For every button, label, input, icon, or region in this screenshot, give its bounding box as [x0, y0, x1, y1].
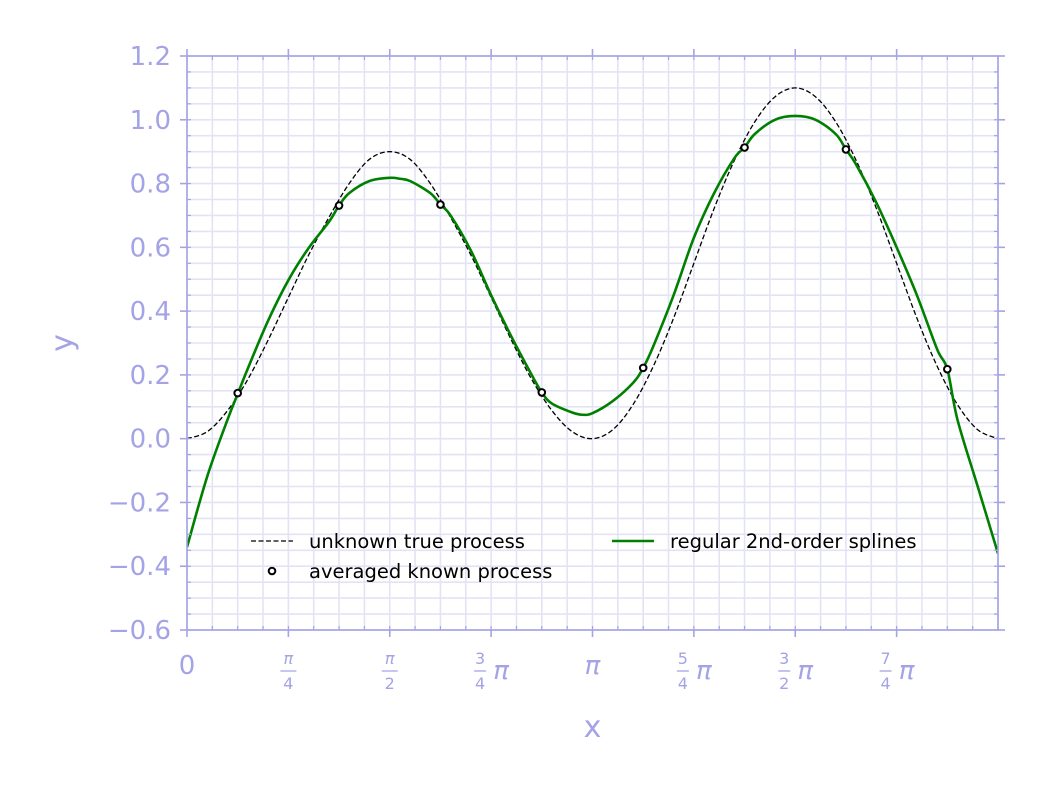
axis-labels: −0.6−0.4−0.20.00.20.40.60.81.01.20 π4π234…: [45, 42, 915, 745]
data-point-averaged-known-process: [334, 201, 344, 210]
x-tick-text: π: [585, 651, 601, 681]
x-tick-label: 0: [179, 651, 196, 681]
x-axis-title: x: [584, 710, 602, 745]
data-point-averaged-known-process: [537, 388, 547, 397]
y-tick-label: 0.0: [130, 425, 171, 455]
x-tick-numerator: 3: [779, 649, 789, 668]
axis-ticks: [180, 49, 1005, 637]
data-point-averaged-known-process: [638, 363, 648, 373]
y-tick-label: 1.2: [130, 42, 171, 72]
x-tick-numerator: π: [284, 649, 294, 668]
x-tick-pi: π: [696, 656, 712, 686]
data-point-averaged-known-process: [740, 143, 749, 152]
x-tick-numerator: 7: [881, 649, 891, 668]
x-tick-denominator: 4: [881, 674, 891, 693]
y-tick-label: 0.2: [130, 361, 171, 391]
data-point-averaged-known-process: [841, 145, 851, 154]
data-point-averaged-known-process: [233, 388, 242, 398]
x-tick-label: π2: [381, 649, 398, 693]
x-tick-denominator: 4: [475, 674, 485, 693]
y-tick-label: 0.4: [130, 297, 171, 327]
x-tick-label: 5 4 π: [676, 649, 712, 693]
x-tick-numerator: 3: [475, 649, 485, 668]
x-tick-label: π4: [280, 649, 297, 693]
legend-label-regular-2nd-order-splines: regular 2nd-order splines: [670, 530, 917, 553]
y-tick-label: −0.4: [108, 552, 171, 582]
x-tick-denominator: 4: [283, 674, 293, 693]
y-axis-title: y: [45, 334, 80, 352]
data-point-averaged-known-process: [436, 200, 445, 209]
x-tick-pi: π: [899, 656, 915, 686]
legend-label-unknown-true-process: unknown true process: [309, 530, 525, 553]
x-tick-numerator: 5: [678, 649, 688, 668]
series-layer: [187, 87, 998, 554]
legend-swatch-averaged-known-process: [267, 566, 277, 576]
x-tick-denominator: 2: [385, 674, 395, 693]
x-tick-denominator: 4: [678, 674, 688, 693]
x-tick-pi: π: [797, 656, 813, 686]
legend-label-averaged-known-process: averaged known process: [309, 560, 552, 583]
y-tick-label: 1.0: [130, 106, 171, 136]
x-tick-label: 7 4 π: [879, 649, 915, 693]
y-tick-label: 0.8: [130, 170, 171, 200]
y-tick-label: −0.2: [108, 488, 171, 518]
y-tick-label: 0.6: [130, 233, 171, 263]
data-point-averaged-known-process: [943, 364, 952, 374]
x-tick-label: 3 4 π: [474, 649, 509, 693]
legend: unknown true process averaged known proce…: [251, 530, 917, 583]
x-tick-pi: π: [493, 656, 509, 686]
x-tick-text: 0: [179, 651, 196, 681]
x-tick-label: 3 2 π: [778, 649, 813, 693]
x-tick-label: π: [585, 651, 601, 681]
series-regular-2nd-order-splines: [187, 114, 998, 554]
x-tick-numerator: π: [385, 649, 395, 668]
x-tick-denominator: 2: [779, 674, 789, 693]
grid: [186, 55, 999, 631]
y-tick-label: −0.6: [108, 616, 171, 646]
